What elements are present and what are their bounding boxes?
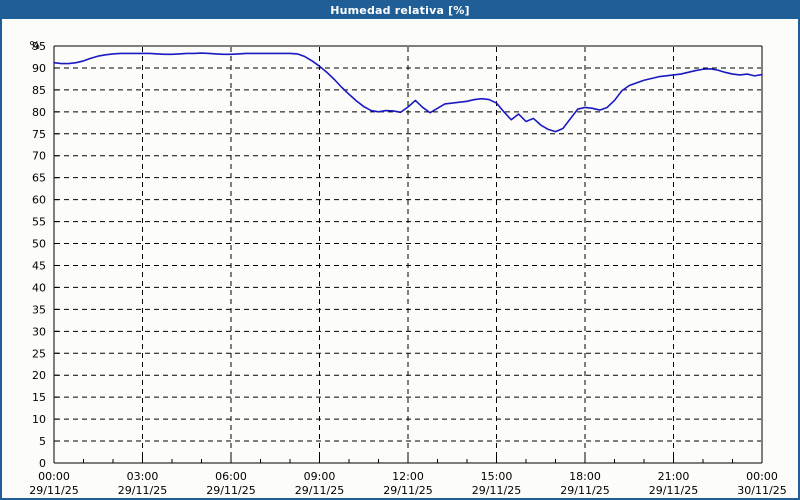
grid-lines	[55, 45, 761, 462]
y-axis-tick-label: 35	[32, 303, 46, 316]
x-axis-tick-time: 21:00	[658, 470, 690, 483]
y-axis-tick-label: 50	[32, 238, 46, 251]
y-axis-tick-label: 5	[39, 435, 46, 448]
y-axis-labels: 0 5 10 15 20 25 30 35 40 45 50 55 60 65 70 75 80 85 90 95	[32, 40, 46, 470]
x-axis-tick-date: 29/11/25	[560, 484, 609, 497]
y-axis-tick-label: 10	[32, 413, 46, 426]
y-axis-tick-label: 60	[32, 194, 46, 207]
y-axis-tick-label: 30	[32, 325, 46, 338]
y-axis-tick-label: 40	[32, 281, 46, 294]
y-axis-tick-label: 65	[32, 172, 46, 185]
y-axis-tick-label: 0	[39, 457, 46, 470]
y-axis-tick-label: 75	[32, 128, 46, 141]
x-axis-tick-time: 09:00	[304, 470, 336, 483]
y-axis-tick-label: 55	[32, 216, 46, 229]
humidity-line-chart: 0 5 10 15 20 25 30 35 40 45 50 55 60 65 70 75 80 85 90 95 0…	[29, 39, 786, 497]
series-humedad-relativa	[53, 52, 763, 133]
x-axis-tick-date: 29/11/25	[383, 484, 432, 497]
page-title: Humedad relativa [%]	[330, 4, 470, 17]
x-axis-labels: 00:0029/11/2503:0029/11/2506:0029/11/250…	[29, 470, 786, 497]
x-axis-tick-time: 00:00	[746, 470, 778, 483]
x-axis-tick-time: 15:00	[481, 470, 513, 483]
y-axis-tick-label: 85	[32, 84, 46, 97]
x-axis-tick-date: 30/11/25	[737, 484, 786, 497]
x-axis-tick-time: 18:00	[569, 470, 601, 483]
y-axis-tick-label: 20	[32, 369, 46, 382]
x-axis-tick-date: 29/11/25	[649, 484, 698, 497]
chart-surface: 0 5 10 15 20 25 30 35 40 45 50 55 60 65 70 75 80 85 90 95 0…	[2, 19, 798, 498]
y-axis-unit-label: %	[30, 39, 40, 52]
y-axis-tick-label: 70	[32, 150, 46, 163]
y-axis-tick-label: 25	[32, 347, 46, 360]
x-axis-tick-date: 29/11/25	[472, 484, 521, 497]
y-axis-tick-label: 90	[32, 62, 46, 75]
x-axis-tick-time: 12:00	[392, 470, 424, 483]
x-axis-tick-time: 03:00	[127, 470, 159, 483]
y-axis-tick-label: 95	[32, 40, 46, 53]
y-axis-tick-label: 80	[32, 106, 46, 119]
x-axis-tick-time: 00:00	[38, 470, 70, 483]
x-axis-tick-date: 29/11/25	[29, 484, 78, 497]
y-axis-tick-label: 45	[32, 259, 46, 272]
x-axis-tick-date: 29/11/25	[295, 484, 344, 497]
x-axis-tick-date: 29/11/25	[206, 484, 255, 497]
window-title-bar: Humedad relativa [%]	[2, 2, 798, 19]
y-axis-tick-label: 15	[32, 391, 46, 404]
x-axis-tick-time: 06:00	[215, 470, 247, 483]
x-axis-tick-date: 29/11/25	[118, 484, 167, 497]
